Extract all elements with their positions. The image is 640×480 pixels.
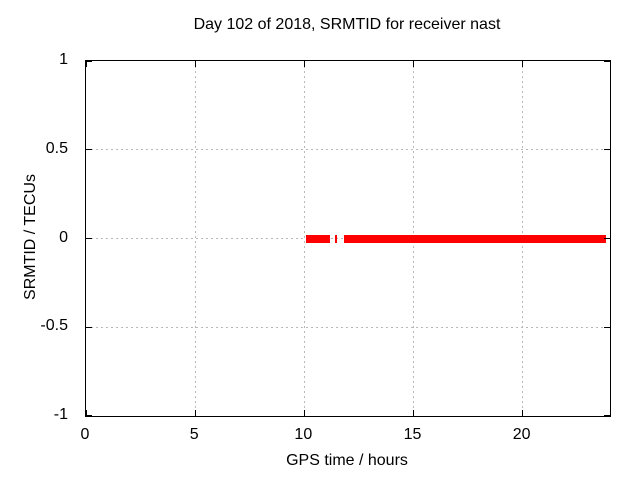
y-tick (604, 149, 610, 151)
y-tick-label: -0.5 (40, 317, 68, 335)
x-tick (303, 410, 305, 416)
plot-area (85, 60, 611, 417)
y-tick-label: -1 (53, 406, 68, 423)
y-gridline (86, 149, 610, 151)
x-tick-label: 15 (403, 426, 422, 443)
x-tick (522, 410, 524, 416)
y-tick (86, 415, 92, 416)
x-tick (413, 61, 414, 67)
x-tick (413, 410, 414, 416)
x-tick (86, 61, 87, 67)
y-tick (86, 238, 92, 239)
y-tick (86, 326, 92, 328)
y-tick-label: 1 (59, 51, 68, 68)
x-tick (303, 61, 305, 67)
x-tick (522, 61, 524, 67)
x-tick (194, 61, 196, 67)
data-segment (334, 234, 338, 243)
x-tick-label: 0 (80, 426, 90, 443)
y-tick (86, 61, 92, 62)
data-segment (344, 234, 607, 243)
y-tick-label: 0.5 (45, 139, 68, 157)
y-tick (604, 61, 610, 62)
y-tick-label: 0 (59, 228, 68, 246)
y-tick (604, 238, 610, 239)
y-tick (604, 326, 610, 328)
x-tick (194, 410, 196, 416)
x-tick-label: 5 (189, 426, 199, 443)
y-tick (604, 415, 610, 416)
chart-title: Day 102 of 2018, SRMTID for receiver nas… (193, 16, 501, 33)
data-segment (306, 234, 331, 243)
x-tick (86, 410, 87, 416)
x-tick-label: 20 (512, 426, 531, 443)
y-gridline (86, 326, 610, 328)
y-tick (86, 149, 92, 151)
x-tick-label: 10 (294, 426, 313, 443)
x-axis-label: GPS time / hours (286, 452, 408, 469)
